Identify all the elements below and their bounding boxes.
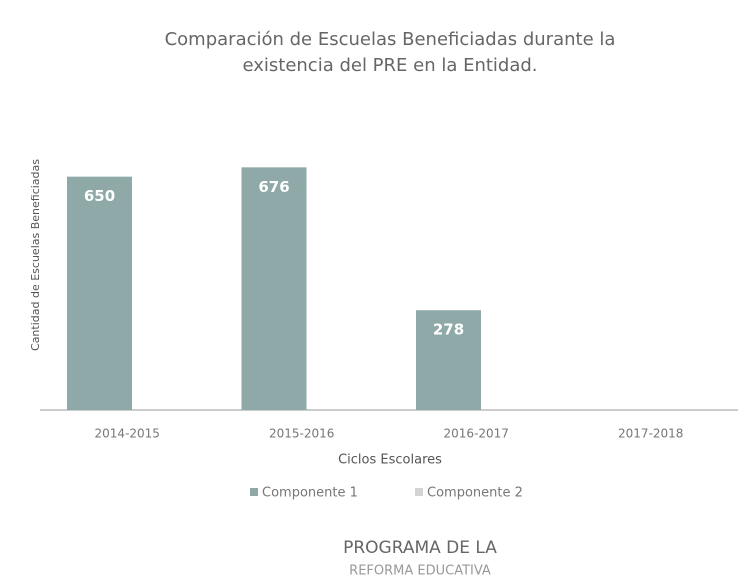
y-axis-title: Cantidad de Escuelas Beneficiadas [29, 159, 42, 351]
data-label: 278 [433, 321, 464, 339]
bar [241, 167, 307, 410]
footer-line: REFORMA EDUCATIVA [349, 564, 491, 579]
bar [67, 176, 132, 410]
x-tick-label: 2017-2018 [618, 427, 683, 441]
x-tick-label: 2014-2015 [95, 427, 160, 441]
data-label: 650 [84, 187, 115, 205]
data-label: 676 [258, 178, 289, 196]
legend-swatch [415, 488, 423, 496]
x-tick-label: 2015-2016 [269, 427, 334, 441]
legend-label: Componente 2 [427, 486, 523, 501]
legend-swatch [250, 488, 258, 496]
bar [416, 310, 481, 410]
legend-label: Componente 1 [262, 486, 358, 501]
x-axis-title: Ciclos Escolares [338, 453, 442, 468]
chart-title: existencia del PRE en la Entidad. [242, 55, 537, 76]
chart-title: Comparación de Escuelas Beneficiadas dur… [165, 29, 616, 50]
footer-line: PROGRAMA DE LA [343, 538, 497, 558]
x-tick-label: 2016-2017 [444, 427, 509, 441]
